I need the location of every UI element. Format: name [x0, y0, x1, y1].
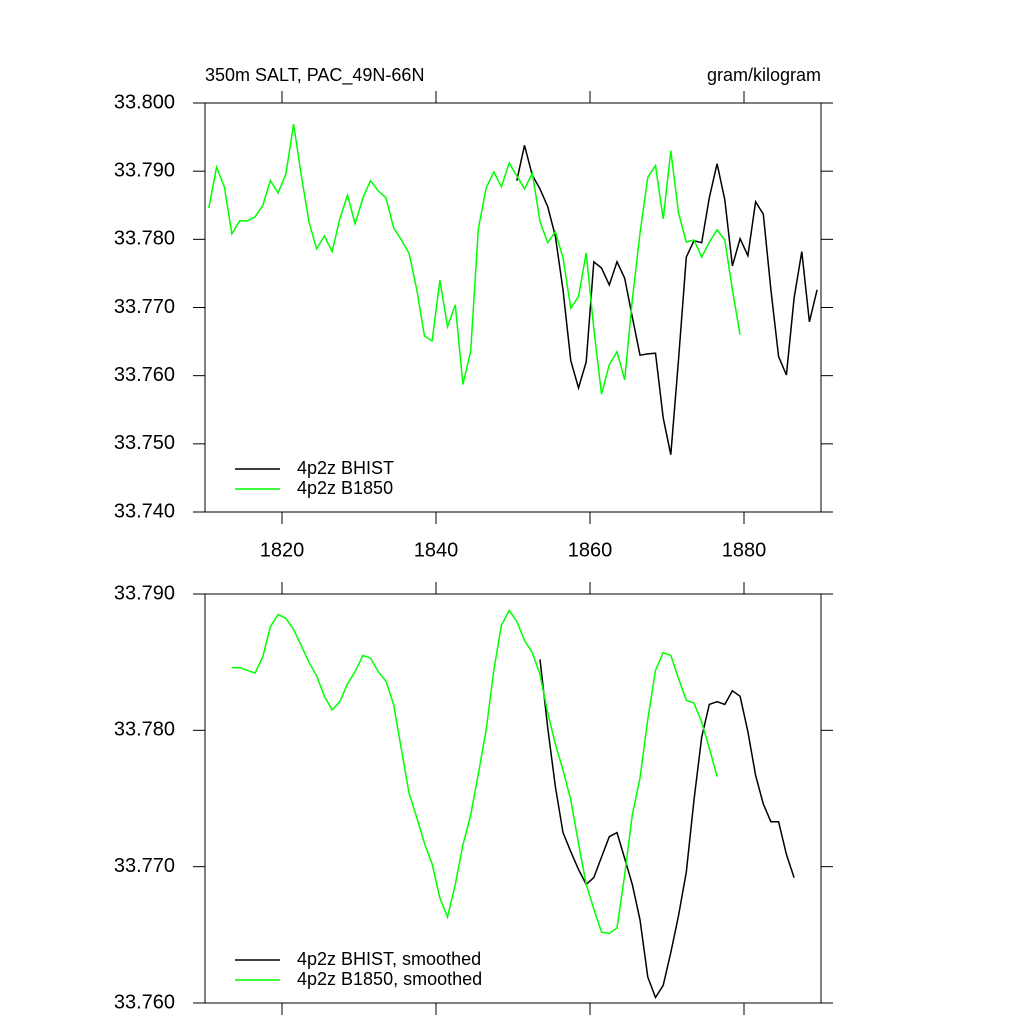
x-tick-label: 1820 — [260, 539, 305, 561]
y-tick-label: 33.780 — [114, 719, 175, 741]
y-tick-label: 33.770 — [114, 296, 175, 318]
y-tick-label: 33.780 — [114, 228, 175, 250]
y-tick-label: 33.760 — [114, 991, 175, 1013]
legend-label: 4p2z B1850 — [297, 478, 393, 498]
plot-frame — [204, 593, 822, 1004]
plot-frame — [204, 102, 822, 513]
series-line — [539, 659, 795, 1000]
y-tick-label: 33.790 — [114, 582, 175, 604]
y-tick-label: 33.740 — [114, 500, 175, 522]
series-line — [208, 123, 741, 395]
series-line — [516, 145, 818, 455]
x-tick-label: 1840 — [414, 539, 459, 561]
y-tick-label: 33.760 — [114, 364, 175, 386]
legend-label: 4p2z BHIST — [297, 458, 394, 478]
legend-label: 4p2z B1850, smoothed — [297, 969, 482, 989]
y-tick-label: 33.750 — [114, 432, 175, 454]
series-line — [231, 608, 718, 935]
x-tick-label: 1880 — [722, 539, 767, 561]
x-tick-label: 1860 — [568, 539, 613, 561]
y-tick-label: 33.800 — [114, 91, 175, 113]
y-tick-label: 33.790 — [114, 159, 175, 181]
units-label: gram/kilogram — [707, 65, 821, 85]
chart-title: 350m SALT, PAC_49N-66N — [205, 65, 424, 86]
y-tick-label: 33.770 — [114, 855, 175, 877]
legend-label: 4p2z BHIST, smoothed — [297, 949, 481, 969]
